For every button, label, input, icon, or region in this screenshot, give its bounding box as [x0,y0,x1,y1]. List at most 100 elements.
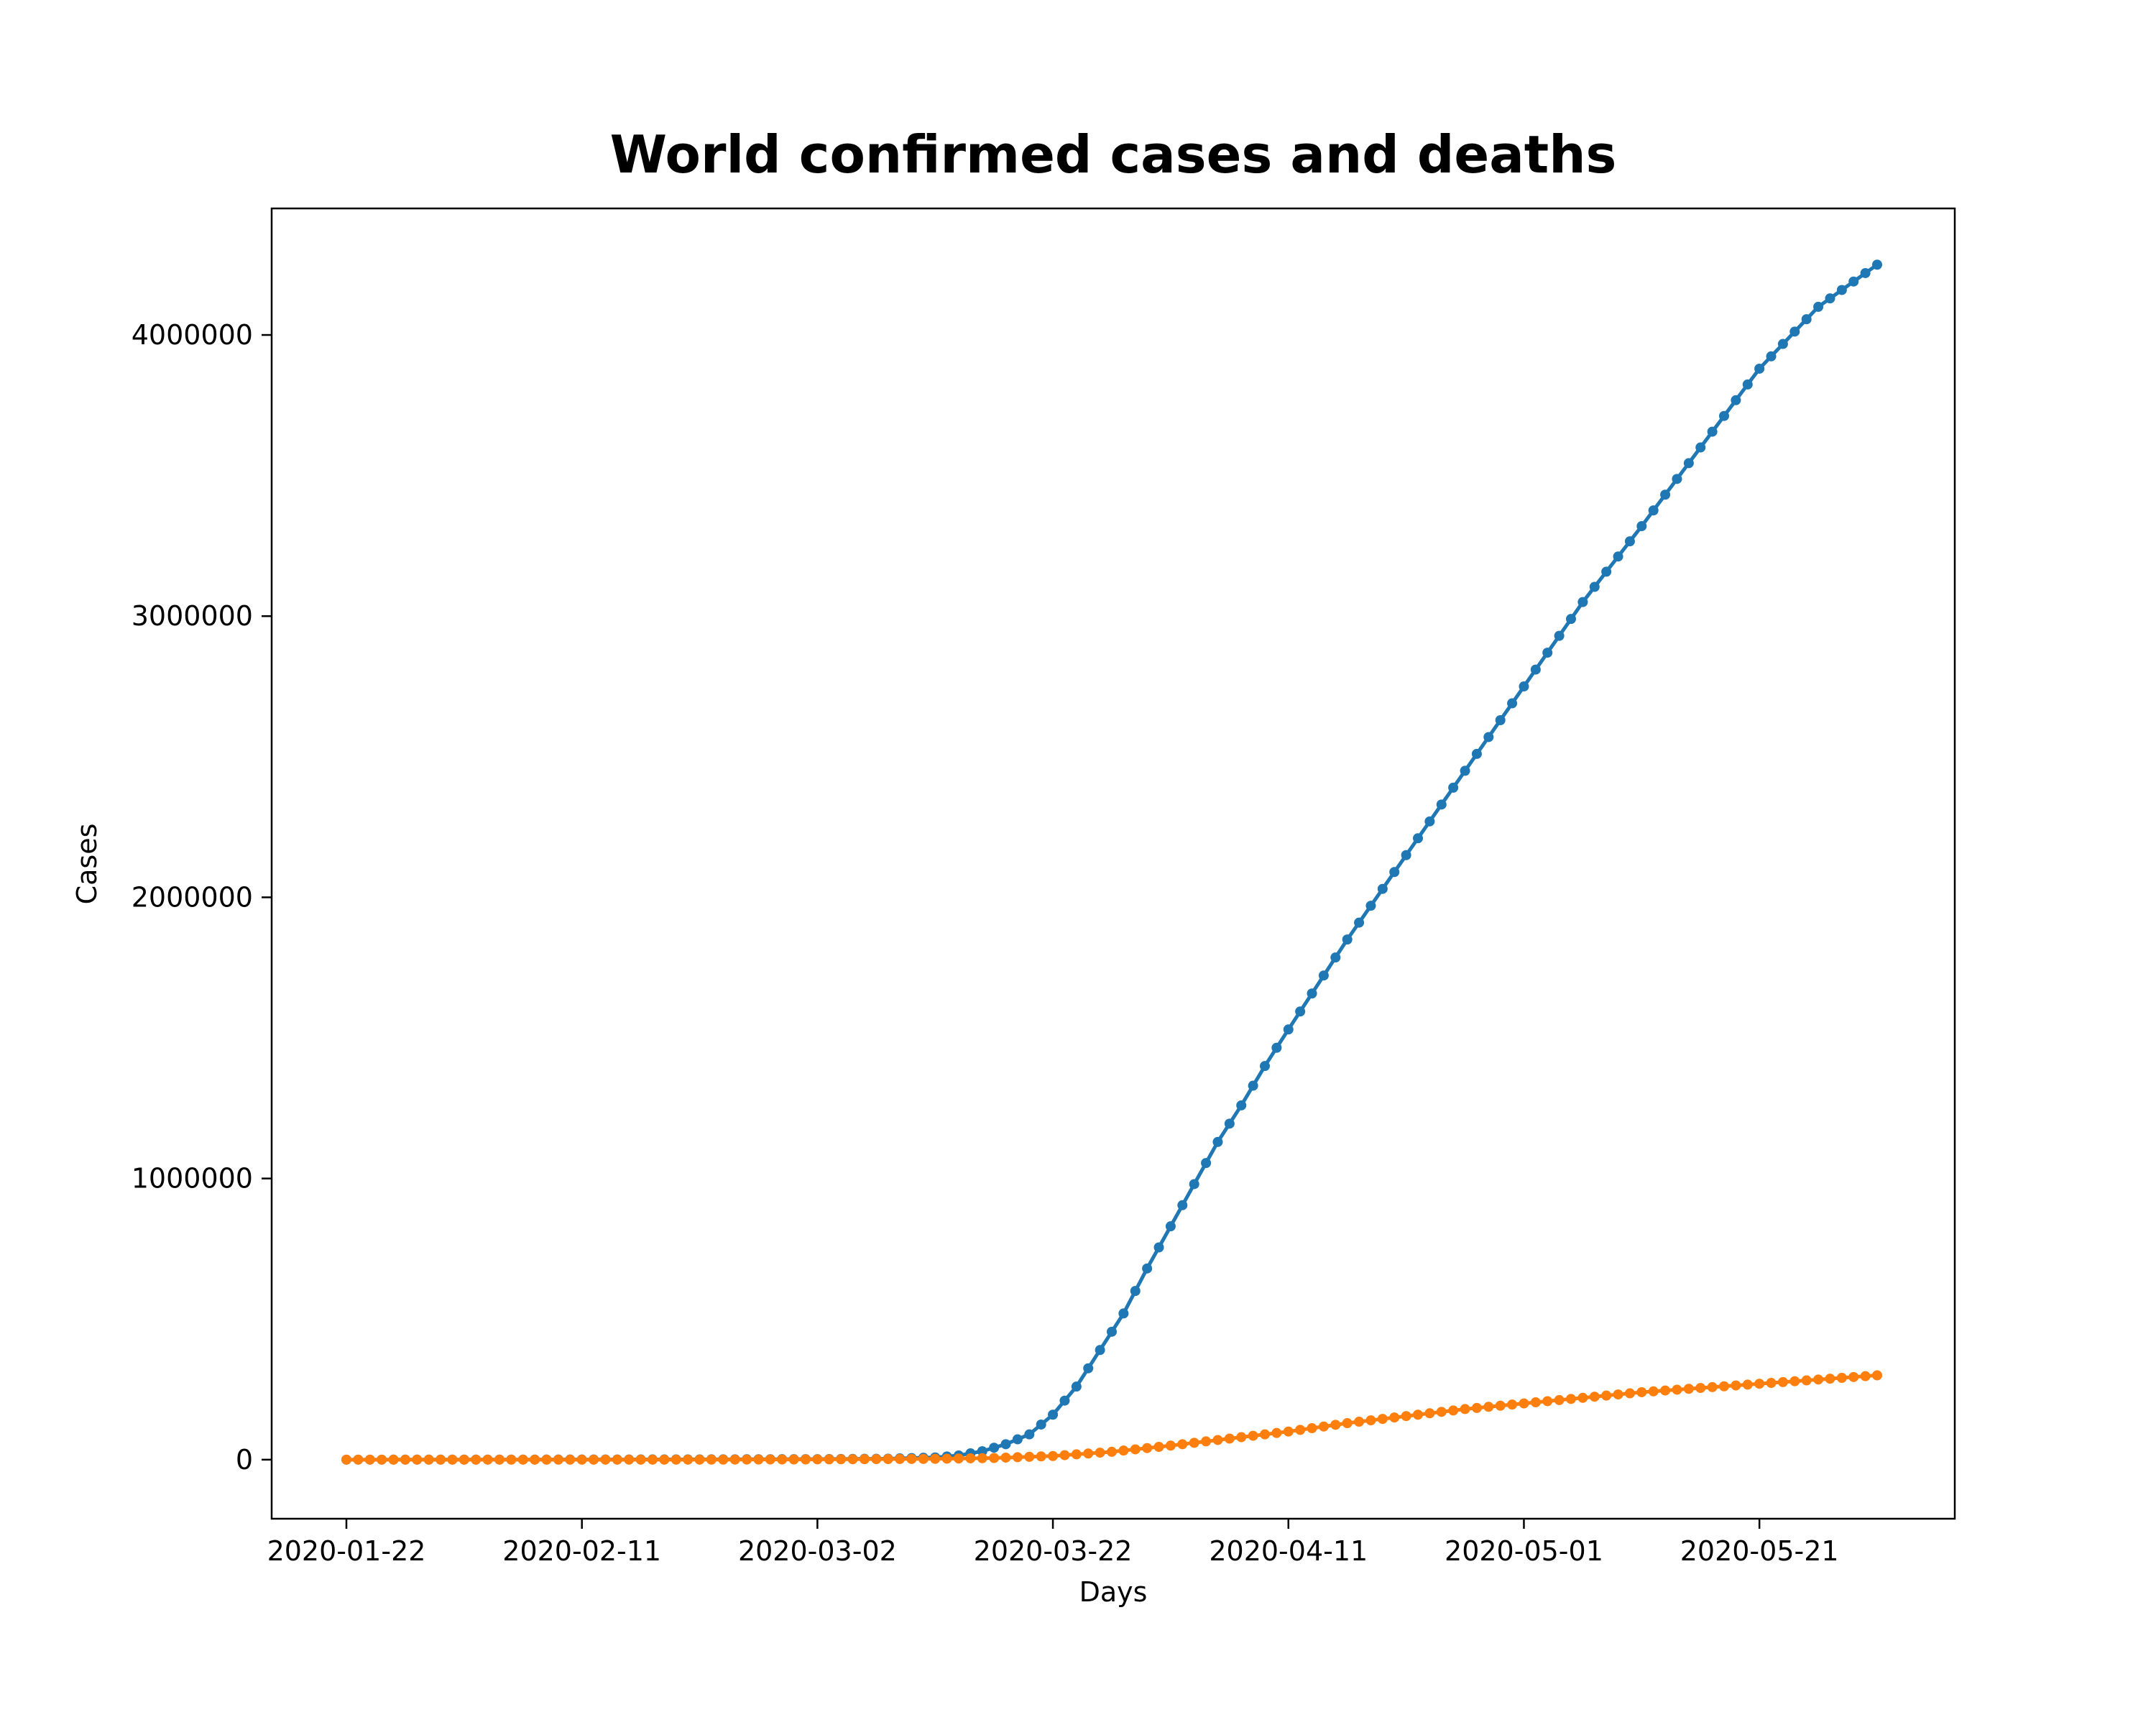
data-point [1754,1379,1765,1389]
data-point [1648,1386,1659,1397]
data-point [1224,1118,1235,1129]
data-point [1307,1423,1317,1434]
data-point [718,1454,729,1465]
x-tick-label: 2020-05-01 [1445,1535,1603,1567]
data-point [1212,1136,1223,1147]
data-point [1742,1379,1753,1390]
y-tick-label: 3000000 [132,600,253,632]
data-point [1813,301,1824,312]
data-point [1848,276,1859,287]
data-point [1201,1436,1212,1447]
x-tick-label: 2020-01-22 [267,1535,426,1567]
data-point [1377,1414,1388,1425]
data-point [883,1453,893,1464]
data-point [1177,1200,1188,1210]
data-point [1424,1408,1435,1419]
data-point [1589,581,1600,592]
data-point [1130,1444,1141,1455]
data-point [895,1453,906,1464]
data-point [1495,1400,1506,1411]
data-point [1813,1374,1824,1385]
data-point [1389,1412,1400,1423]
data-point [612,1454,622,1465]
data-point [576,1454,587,1465]
data-point [1601,566,1612,577]
data-point [447,1454,458,1465]
data-point [1118,1308,1129,1319]
data-point [1577,1392,1588,1403]
data-point [1436,799,1447,810]
data-point [1271,1427,1282,1438]
data-point [1507,1399,1518,1410]
data-point [906,1453,917,1464]
data-point [977,1453,987,1463]
data-point [1059,1450,1070,1460]
data-point [1566,614,1576,625]
data-point [506,1454,517,1465]
data-point [1000,1452,1011,1463]
data-point [1471,748,1482,759]
data-point [530,1454,540,1465]
data-point [1672,474,1682,484]
series-2 [341,1370,1882,1465]
data-point [1153,1442,1164,1453]
data-point [1153,1242,1164,1253]
data-point [1777,1376,1788,1387]
data-point [954,1453,964,1464]
data-point [1448,1405,1459,1416]
data-point [847,1454,858,1465]
data-point [1766,351,1777,362]
data-point [1483,1402,1494,1412]
data-point [1413,1409,1423,1420]
data-point [1271,1042,1282,1053]
data-point [1389,867,1400,878]
data-point [1872,259,1882,270]
data-point [1860,1371,1871,1381]
data-point [729,1454,740,1465]
data-point [1766,1378,1777,1389]
data-point [1342,934,1353,945]
data-point [565,1454,576,1465]
data-point [1365,1415,1376,1426]
data-point [1354,917,1365,928]
data-point [1719,410,1729,421]
data-point [1107,1326,1117,1337]
data-point [1142,1263,1153,1274]
data-point [1330,1420,1341,1430]
data-point [412,1454,423,1465]
data-point [1295,1006,1306,1017]
data-point [1530,664,1541,675]
data-point [824,1454,834,1465]
data-point [1036,1451,1046,1462]
data-point [1836,1373,1847,1384]
data-point [1071,1381,1082,1392]
data-point [1789,326,1800,337]
data-point [553,1454,563,1465]
x-tick-label: 2020-02-11 [502,1535,661,1567]
data-point [648,1454,658,1465]
data-point [671,1454,681,1465]
data-point [1318,970,1329,981]
x-tick-label: 2020-05-21 [1680,1535,1839,1567]
data-point [1519,681,1529,692]
data-point [1189,1179,1199,1190]
data-point [965,1453,976,1463]
data-point [1789,1376,1800,1386]
data-point [1601,1390,1612,1401]
data-point [1165,1221,1176,1232]
data-point [1707,426,1718,437]
data-point [517,1454,528,1465]
data-point [1083,1448,1094,1459]
data-point [635,1454,646,1465]
data-point [1354,1417,1365,1427]
data-point [1283,1024,1294,1035]
data-point [436,1454,446,1465]
y-tick-label: 1000000 [132,1163,253,1195]
data-point [541,1454,552,1465]
x-tick-label: 2020-04-11 [1209,1535,1368,1567]
data-point [1825,1374,1835,1384]
data-point [1189,1438,1199,1448]
y-axis-label: Cases [71,824,103,905]
data-point [1436,1407,1447,1417]
